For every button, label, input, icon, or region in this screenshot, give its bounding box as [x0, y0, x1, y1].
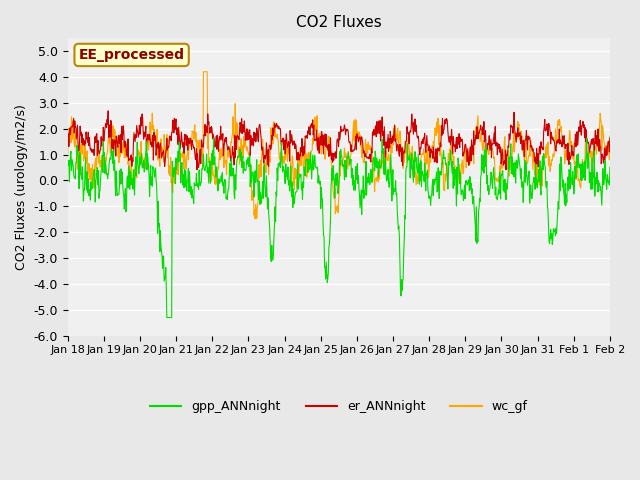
Title: CO2 Fluxes: CO2 Fluxes	[296, 15, 381, 30]
Y-axis label: CO2 Fluxes (urology/m2/s): CO2 Fluxes (urology/m2/s)	[15, 104, 28, 270]
Legend: gpp_ANNnight, er_ANNnight, wc_gf: gpp_ANNnight, er_ANNnight, wc_gf	[145, 396, 532, 419]
Text: EE_processed: EE_processed	[79, 48, 184, 62]
